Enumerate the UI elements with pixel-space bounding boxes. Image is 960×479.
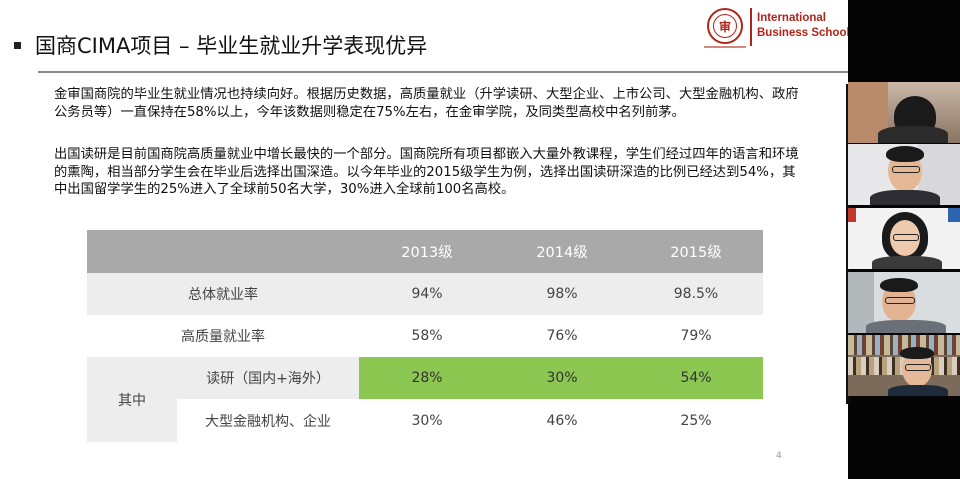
- seal-inner-ring: 审: [713, 14, 737, 38]
- table-header-2015: 2015级: [629, 230, 763, 273]
- title-bullet: [14, 41, 21, 49]
- participant-body: [872, 256, 942, 269]
- table-cell: 54%: [629, 357, 763, 400]
- school-seal-logo: 审: [707, 8, 743, 44]
- table-cell: 46%: [495, 399, 629, 442]
- seal-caption-decoration: [704, 46, 746, 48]
- row-label-finance: 大型金融机构、企业: [177, 399, 359, 442]
- participant-video-tile[interactable]: [848, 82, 960, 143]
- row-label-high-quality: 高质量就业率: [87, 315, 359, 357]
- participant-hair: [900, 347, 934, 359]
- presentation-slide: 国商CIMA项目 – 毕业生就业升学表现优异 审 International B…: [0, 0, 848, 479]
- participant-video-tile[interactable]: [848, 208, 960, 269]
- participant-body: [878, 126, 948, 143]
- table-row: 大型金融机构、企业 30% 46% 25%: [87, 399, 763, 442]
- school-name-logo: International Business School: [757, 11, 848, 41]
- employment-table: 2013级 2014级 2015级 总体就业率 94% 98% 98.5% 高质…: [87, 230, 763, 442]
- glasses-icon: [905, 364, 931, 371]
- table-cell: 30%: [495, 357, 629, 400]
- table-row: 其中 读研（国内+海外） 28% 30% 54%: [87, 357, 763, 442]
- logo-line-1: International: [757, 12, 827, 24]
- table-header-2013: 2013级: [359, 230, 495, 273]
- row-label-graduate-study: 读研（国内+海外）: [177, 357, 359, 400]
- table-header-row: 2013级 2014级 2015级: [87, 230, 763, 273]
- participant-body: [870, 190, 940, 205]
- table-cell: 98.5%: [629, 273, 763, 315]
- table-row: 高质量就业率 58% 76% 79%: [87, 315, 763, 357]
- logo-line-2: Business School: [757, 27, 848, 39]
- background-sign: [948, 208, 960, 222]
- table-cell: 25%: [629, 399, 763, 442]
- slide-title-row: 国商CIMA项目 – 毕业生就业升学表现优异: [14, 30, 427, 60]
- page-number: 4: [776, 451, 782, 461]
- slide-title: 国商CIMA项目 – 毕业生就业升学表现优异: [35, 34, 428, 58]
- table-cell: 30%: [359, 399, 495, 442]
- table-row: 总体就业率 94% 98% 98.5%: [87, 273, 763, 315]
- participant-video-tile[interactable]: [848, 335, 960, 396]
- participant-hair: [886, 146, 924, 162]
- glasses-icon: [885, 297, 915, 304]
- table-cell: 98%: [495, 273, 629, 315]
- paragraph-employment: 金审国商院的毕业生就业情况也持续向好。根据历史数据，高质量就业（升学读研、大型企…: [54, 87, 799, 120]
- row-label-overall: 总体就业率: [87, 273, 359, 315]
- table-cell: 79%: [629, 315, 763, 357]
- participant-hair: [880, 278, 918, 292]
- glasses-icon: [893, 234, 919, 241]
- participant-video-tile[interactable]: [848, 144, 960, 205]
- table-cell: 76%: [495, 315, 629, 357]
- table-header-corner: [87, 230, 359, 273]
- table-cell: 58%: [359, 315, 495, 357]
- seal-glyph: 审: [718, 19, 731, 34]
- paragraph-study-abroad: 出国读研是目前国商院高质量就业中增长最快的一个部分。国商院所有项目都嵌入大量外教…: [54, 147, 799, 197]
- table-cell: 94%: [359, 273, 495, 315]
- table-cell: 28%: [359, 357, 495, 400]
- participant-body: [888, 385, 948, 396]
- table-header-2014: 2014级: [495, 230, 629, 273]
- background-flag: [848, 208, 856, 222]
- title-divider: [38, 71, 848, 73]
- glasses-icon: [892, 166, 920, 173]
- logo-divider: [750, 8, 752, 46]
- gallery-scrollbar[interactable]: [846, 84, 849, 404]
- row-group-label: 其中: [87, 357, 177, 442]
- participant-video-tile[interactable]: [848, 272, 960, 333]
- participant-body: [866, 320, 946, 333]
